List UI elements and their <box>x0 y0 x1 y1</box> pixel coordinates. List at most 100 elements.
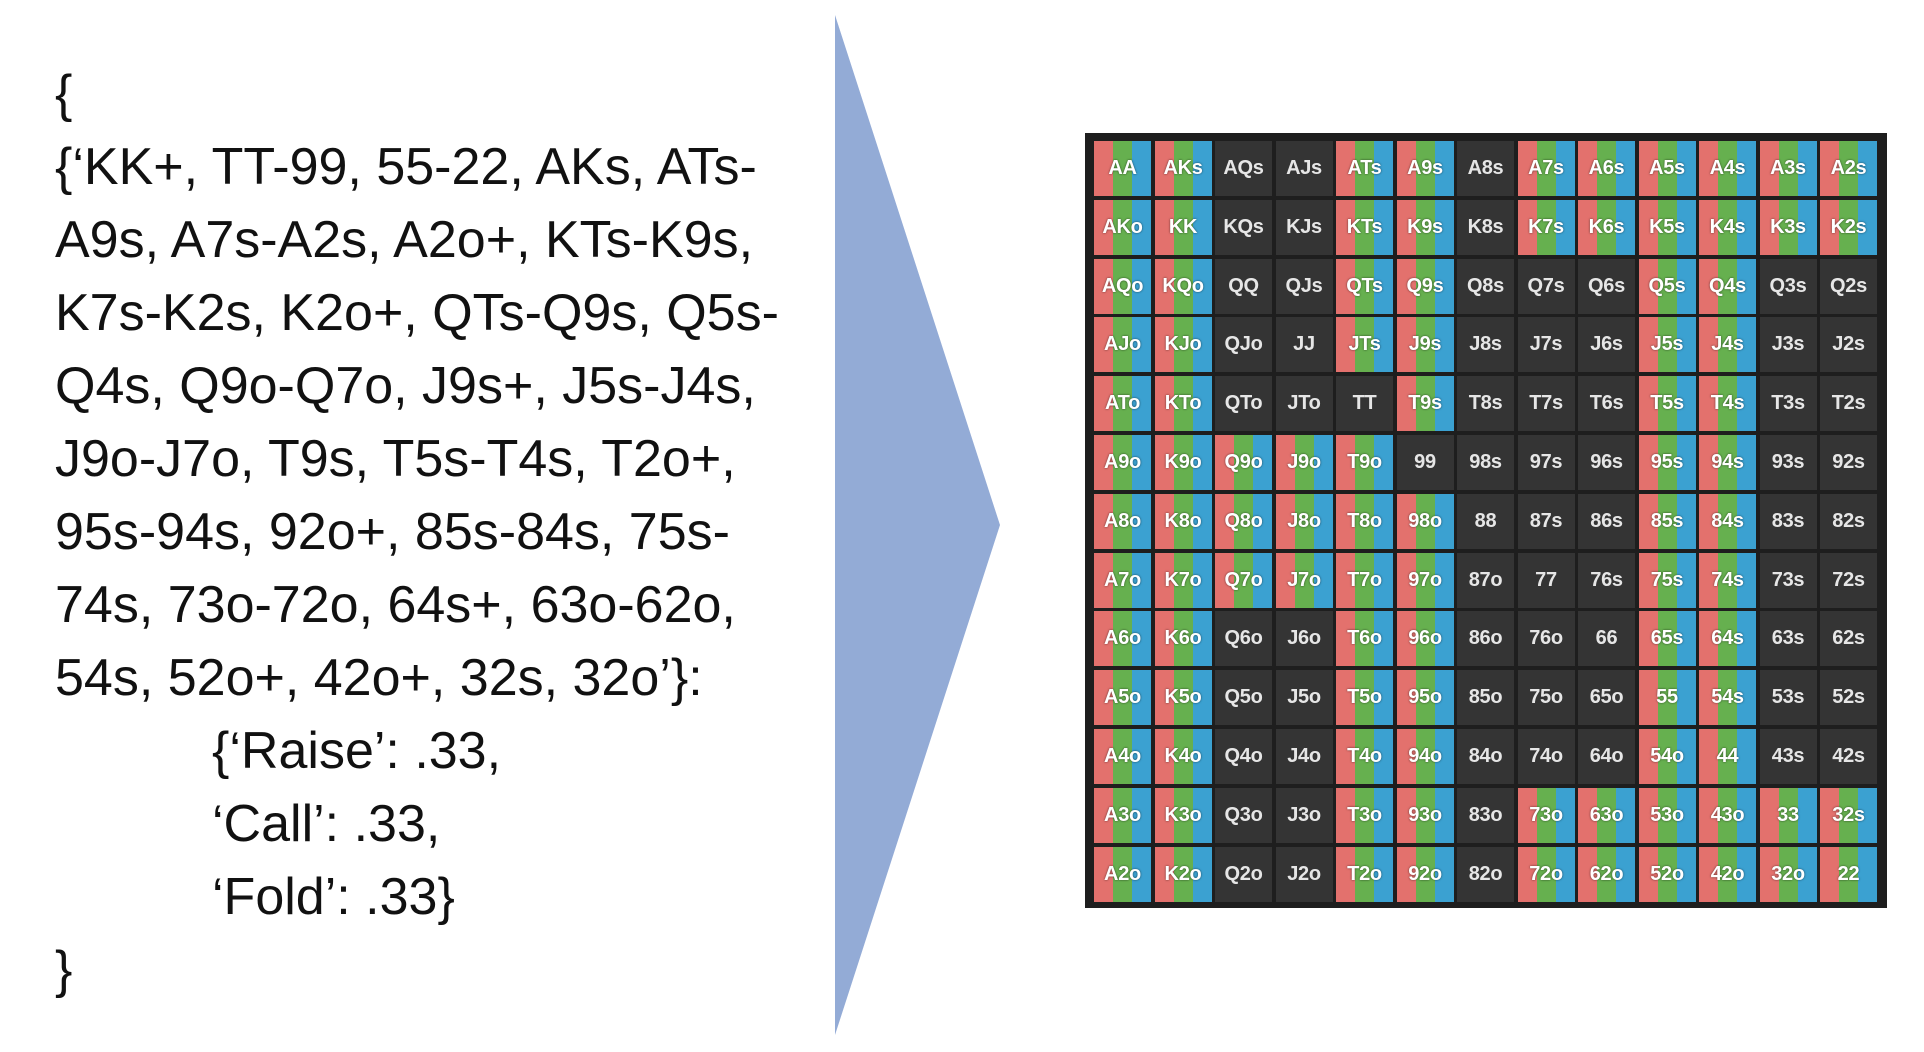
hand-cell: 42s <box>1820 728 1877 784</box>
hand-cell: T9s <box>1396 376 1454 432</box>
hand-cell: 92o <box>1396 846 1454 902</box>
hand-label: K6s <box>1588 215 1625 238</box>
hand-label: K2o <box>1164 862 1202 885</box>
hand-label: J3s <box>1771 333 1805 356</box>
hand-label: T2s <box>1831 392 1866 415</box>
hand-label: 87s <box>1529 509 1563 532</box>
hand-label: K5s <box>1649 215 1685 238</box>
hand-cell: AQs <box>1215 141 1272 196</box>
hand-label: 93s <box>1771 450 1805 473</box>
hand-label: Q7s <box>1527 274 1565 297</box>
code-line: 74s, 73o-72o, 64s+, 63o-62o, <box>55 576 736 634</box>
hand-cell: 97o <box>1396 552 1454 608</box>
hand-label: Q4o <box>1224 744 1263 767</box>
hand-cell: A9o <box>1094 434 1151 490</box>
hand-label: Q3o <box>1224 803 1263 826</box>
hand-cell: JTo <box>1275 376 1333 432</box>
hand-cell: 54o <box>1638 728 1696 784</box>
hand-label: AQo <box>1101 274 1144 297</box>
hand-cell: 66 <box>1578 611 1635 667</box>
hand-cell: K5s <box>1638 199 1696 255</box>
hand-cell: T2s <box>1820 376 1877 432</box>
range-code-block: {{‘KK+, TT-99, 55-22, AKs, ATs- A9s, A7s-… <box>55 58 795 1007</box>
hand-label: T3o <box>1347 803 1382 826</box>
hand-cell: 76o <box>1517 611 1575 667</box>
hand-label: 96o <box>1408 627 1442 650</box>
hand-label: K4s <box>1709 215 1746 238</box>
hand-cell: JJ <box>1275 317 1333 373</box>
hand-label: 86s <box>1590 509 1623 532</box>
hand-cell: 99 <box>1396 434 1454 490</box>
hand-cell: QQ <box>1215 258 1272 314</box>
code-line: A9s, A7s-A2s, A2o+, KTs-K9s, <box>55 211 754 269</box>
hand-cell: AKo <box>1094 199 1151 255</box>
hand-cell: Q9s <box>1396 258 1454 314</box>
hand-cell: AQo <box>1094 258 1151 314</box>
hand-cell: A3o <box>1094 787 1151 843</box>
hand-cell: 82s <box>1820 493 1877 549</box>
hand-cell: 53o <box>1638 787 1696 843</box>
hand-label: QTs <box>1346 274 1383 297</box>
hand-cell: AA <box>1094 141 1151 196</box>
hand-label: 75o <box>1529 686 1563 709</box>
hand-cell: 74s <box>1699 552 1756 608</box>
hand-cell: J5s <box>1638 317 1696 373</box>
hand-cell: A7o <box>1094 552 1151 608</box>
hand-cell: K3s <box>1759 199 1817 255</box>
hand-label: T9s <box>1408 392 1442 415</box>
hand-label: 85s <box>1650 509 1684 532</box>
hand-cell: T8s <box>1457 376 1514 432</box>
hand-label: 76s <box>1590 568 1623 591</box>
hand-label: T2o <box>1347 862 1382 885</box>
hand-cell: 53s <box>1759 670 1817 726</box>
hand-label: J2s <box>1832 333 1865 356</box>
hand-label: AA <box>1108 157 1137 179</box>
hand-cell: ATs <box>1336 141 1393 196</box>
hand-label: J7s <box>1529 333 1563 356</box>
hand-cell: K4o <box>1154 728 1212 784</box>
hand-cell: A6s <box>1578 141 1635 196</box>
hand-label: 73s <box>1771 568 1805 591</box>
hand-cell: QJo <box>1215 317 1272 373</box>
hand-label: 43s <box>1771 744 1805 767</box>
hand-cell: 52s <box>1820 670 1877 726</box>
hand-cell: 64o <box>1578 728 1635 784</box>
hand-label: A2s <box>1830 157 1867 179</box>
hand-cell: 85s <box>1638 493 1696 549</box>
hand-cell: 86s <box>1578 493 1635 549</box>
code-line: {‘KK+, TT-99, 55-22, AKs, ATs- <box>55 138 757 196</box>
hand-cell: A5s <box>1638 141 1696 196</box>
hand-cell: 22 <box>1820 846 1877 902</box>
hand-label: 44 <box>1716 744 1739 767</box>
hand-label: T6s <box>1589 392 1624 415</box>
hand-cell: 87o <box>1457 552 1514 608</box>
hand-label: 84s <box>1711 509 1744 532</box>
hand-cell: A5o <box>1094 670 1151 726</box>
hand-label: Q2o <box>1224 862 1263 885</box>
hand-label: 99 <box>1414 450 1436 473</box>
hand-cell: Q4s <box>1699 258 1756 314</box>
hand-label: Q3s <box>1769 274 1807 297</box>
hand-cell: 98s <box>1457 434 1514 490</box>
hand-cell: J6s <box>1578 317 1635 373</box>
hand-label: A9s <box>1407 157 1443 179</box>
hand-label: 73o <box>1529 803 1563 826</box>
hand-label: 92s <box>1832 450 1865 473</box>
hand-label: 43o <box>1710 803 1745 826</box>
hand-cell: Q4o <box>1215 728 1272 784</box>
hand-label: 75s <box>1650 568 1684 591</box>
hand-cell: J5o <box>1275 670 1333 726</box>
hand-cell: J8o <box>1275 493 1333 549</box>
hand-label: AKo <box>1102 215 1143 238</box>
hand-label: J8o <box>1287 509 1321 532</box>
arrow-shape <box>835 15 1000 1035</box>
hand-label: 55 <box>1656 686 1678 709</box>
hand-label: T7s <box>1529 392 1563 415</box>
hand-cell: 63o <box>1578 787 1635 843</box>
hand-cell: 84s <box>1699 493 1756 549</box>
hand-cell: Q9o <box>1215 434 1272 490</box>
hand-cell: JTs <box>1336 317 1393 373</box>
hand-cell: T4s <box>1699 376 1756 432</box>
hand-label: 64o <box>1589 744 1624 767</box>
hand-label: K9s <box>1407 215 1443 238</box>
